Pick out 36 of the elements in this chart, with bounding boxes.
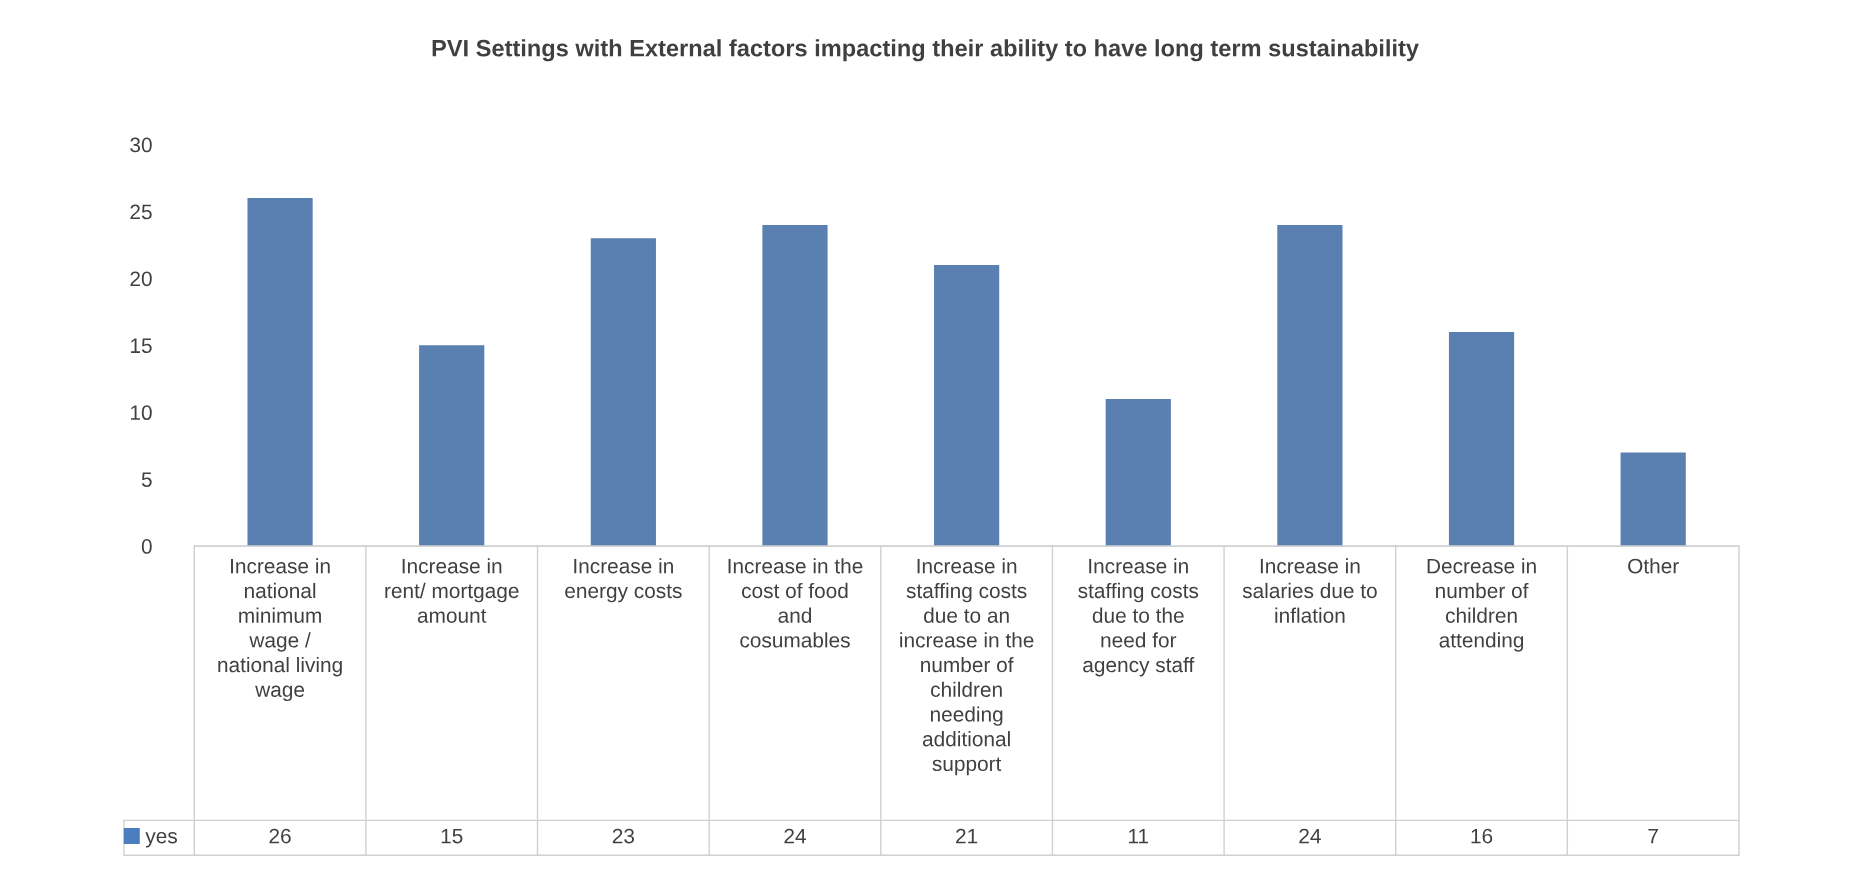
bar xyxy=(247,198,313,547)
data-label: 24 xyxy=(784,828,806,844)
y-tick-label: 10 xyxy=(131,405,152,421)
y-tick-label: 15 xyxy=(131,338,152,354)
chart-title: PVI Settings with External factors impacting their ability to have long term sustainability xyxy=(432,39,1419,62)
bar xyxy=(762,224,828,547)
data-label: 11 xyxy=(1129,828,1149,844)
x-tick-label: Increase in national minimum wage / national living wage xyxy=(218,558,342,702)
data-label: 26 xyxy=(269,828,291,844)
y-tick-label: 25 xyxy=(130,204,152,220)
x-tick-label: Decrease in number of children attending xyxy=(1427,558,1536,652)
legend-label: yes xyxy=(145,832,177,848)
x-tick-label: Increase in the cost of food and cosumables xyxy=(728,558,863,648)
bar xyxy=(1277,224,1343,547)
bar xyxy=(590,238,656,547)
y-tick-label: 30 xyxy=(130,137,152,153)
data-label: 24 xyxy=(1299,828,1321,844)
bar xyxy=(934,265,1000,547)
x-tick-label: Increase in rent/ mortgage amount xyxy=(385,558,519,623)
data-label: 21 xyxy=(956,828,978,844)
x-tick-label: Increase in energy costs xyxy=(565,558,682,603)
bar xyxy=(419,345,485,547)
y-tick-label: 20 xyxy=(130,271,152,287)
data-label: 15 xyxy=(441,828,463,844)
category-label: Increase in staffing costs due to an increase in the number of children needing additional support xyxy=(900,558,1034,776)
data-label: 16 xyxy=(1471,828,1493,844)
data-label: 7 xyxy=(1648,828,1658,844)
bar xyxy=(1448,331,1515,547)
data-label: 23 xyxy=(612,828,635,844)
bar xyxy=(1105,398,1171,547)
x-tick-label: Other xyxy=(1628,558,1679,574)
y-tick-label: 5 xyxy=(141,472,152,487)
y-tick-label: 0 xyxy=(141,539,152,554)
x-tick-label: Increase in salaries due to inflation xyxy=(1242,558,1377,623)
bar xyxy=(1620,452,1686,547)
x-tick-label: Increase in staffing costs due to the need for agency staff xyxy=(1078,558,1199,677)
